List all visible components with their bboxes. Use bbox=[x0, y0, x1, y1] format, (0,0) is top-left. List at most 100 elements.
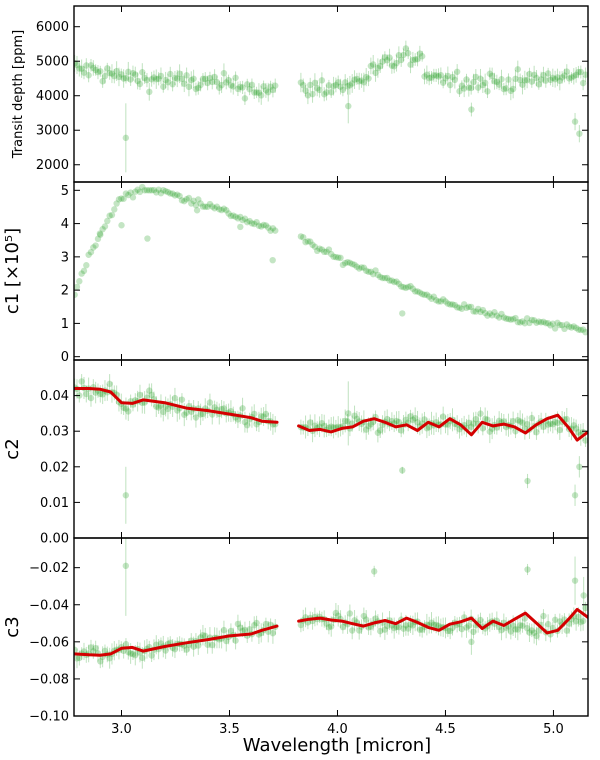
data-point bbox=[491, 78, 498, 85]
data-point bbox=[171, 192, 179, 199]
data-point bbox=[260, 413, 267, 420]
data-point bbox=[311, 422, 319, 429]
data-point bbox=[502, 315, 510, 322]
panel-c1: 0 1 2 3 4 5 c1 [×10⁵] bbox=[2, 181, 589, 365]
data-point bbox=[157, 72, 165, 80]
data-point bbox=[262, 222, 270, 229]
data-point bbox=[185, 194, 193, 202]
data-point bbox=[544, 620, 552, 628]
data-point bbox=[206, 399, 214, 406]
data-point bbox=[565, 323, 573, 330]
data-point bbox=[192, 85, 200, 93]
data-point bbox=[153, 403, 160, 410]
data-point bbox=[444, 627, 452, 635]
data-point bbox=[435, 298, 442, 305]
data-point bbox=[74, 61, 81, 69]
data-point bbox=[162, 76, 169, 84]
data-point bbox=[530, 317, 538, 324]
data-point bbox=[321, 248, 328, 256]
data-point bbox=[304, 92, 312, 99]
data-point bbox=[106, 380, 113, 388]
data-point bbox=[220, 626, 228, 634]
data-point bbox=[353, 415, 361, 423]
data-point bbox=[526, 319, 533, 327]
data-point bbox=[211, 205, 218, 212]
outlier-point bbox=[524, 477, 531, 485]
data-point bbox=[339, 86, 347, 94]
data-point bbox=[197, 411, 204, 418]
y-tick-label: −0.04 bbox=[29, 598, 69, 613]
data-point bbox=[125, 648, 132, 656]
data-point bbox=[360, 79, 368, 86]
data-point bbox=[554, 419, 561, 427]
data-point bbox=[349, 80, 356, 87]
data-point bbox=[318, 420, 326, 427]
data-point bbox=[171, 645, 179, 653]
data-point bbox=[87, 248, 95, 256]
data-point bbox=[314, 247, 321, 255]
data-point bbox=[155, 404, 162, 411]
data-point bbox=[309, 90, 316, 98]
data-point bbox=[157, 640, 165, 647]
data-point bbox=[258, 223, 265, 230]
data-point bbox=[372, 267, 379, 274]
data-point bbox=[148, 391, 155, 399]
data-point bbox=[237, 213, 244, 221]
y-tick-label: 5000 bbox=[36, 55, 69, 70]
data-point bbox=[178, 75, 186, 83]
data-point bbox=[209, 203, 216, 210]
data-point bbox=[297, 621, 305, 629]
data-point bbox=[141, 74, 148, 82]
data-point bbox=[330, 253, 337, 260]
data-point bbox=[400, 51, 407, 59]
data-point bbox=[122, 640, 130, 648]
data-point bbox=[446, 301, 454, 308]
data-point bbox=[554, 74, 561, 81]
outlier-point bbox=[345, 410, 352, 417]
data-point bbox=[533, 319, 540, 326]
data-point bbox=[76, 65, 83, 72]
data-point bbox=[113, 67, 120, 75]
outlier-point bbox=[345, 102, 352, 110]
data-point bbox=[430, 621, 438, 629]
data-point bbox=[139, 69, 146, 76]
data-point bbox=[551, 76, 559, 83]
data-point bbox=[90, 244, 97, 251]
data-point bbox=[519, 318, 526, 325]
data-point bbox=[465, 84, 473, 91]
data-point bbox=[390, 278, 398, 286]
outlier-point bbox=[269, 256, 276, 264]
model-line-2 bbox=[297, 413, 588, 442]
data-point bbox=[523, 624, 531, 632]
data-point bbox=[374, 64, 382, 72]
data-point bbox=[467, 423, 475, 431]
y-tick-label: 0.04 bbox=[40, 389, 69, 404]
data-point bbox=[367, 420, 375, 428]
data-point bbox=[400, 283, 407, 291]
data-point bbox=[360, 612, 368, 620]
data-point bbox=[458, 625, 466, 633]
data-point bbox=[423, 425, 431, 432]
y-axis-label: c2 bbox=[2, 438, 23, 459]
outlier-point bbox=[144, 235, 151, 242]
plot-area bbox=[74, 183, 588, 336]
data-point bbox=[83, 262, 90, 269]
data-point bbox=[183, 196, 190, 203]
data-point bbox=[390, 63, 398, 70]
data-point bbox=[188, 76, 195, 84]
data-point bbox=[178, 197, 186, 204]
data-point bbox=[472, 73, 480, 81]
data-point bbox=[470, 308, 477, 315]
data-point bbox=[227, 82, 235, 89]
data-point bbox=[90, 64, 97, 72]
data-point bbox=[307, 238, 314, 245]
data-point bbox=[115, 73, 123, 81]
data-point bbox=[335, 612, 342, 620]
data-point bbox=[577, 618, 584, 626]
data-point bbox=[456, 425, 463, 433]
data-point bbox=[316, 245, 323, 252]
data-point bbox=[218, 81, 225, 89]
data-point bbox=[351, 617, 358, 624]
data-point bbox=[442, 298, 449, 305]
data-point bbox=[572, 324, 580, 332]
